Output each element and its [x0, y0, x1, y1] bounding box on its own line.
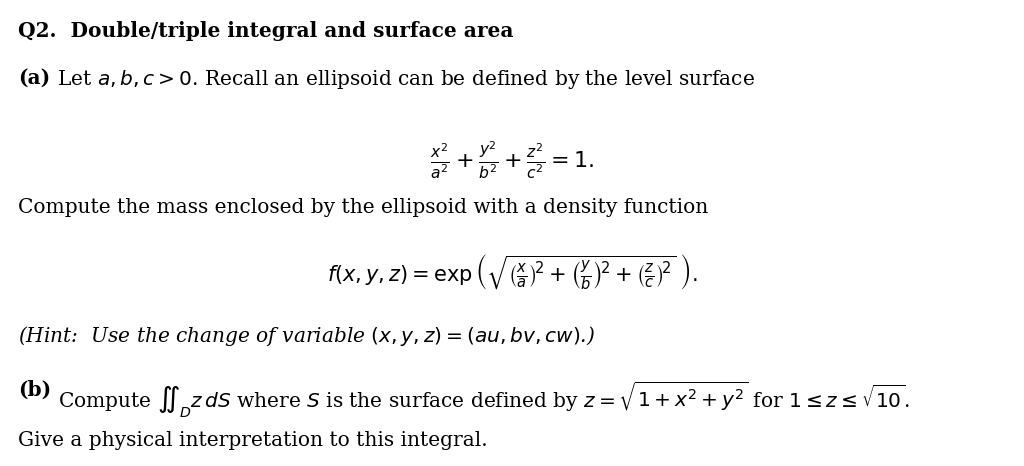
Text: Let $a, b, c > 0$. Recall an ellipsoid can be defined by the level surface: Let $a, b, c > 0$. Recall an ellipsoid c… [50, 68, 755, 90]
Text: $\frac{x^2}{a^2} + \frac{y^2}{b^2} + \frac{z^2}{c^2} = 1.$: $\frac{x^2}{a^2} + \frac{y^2}{b^2} + \fr… [430, 140, 594, 181]
Text: (b): (b) [18, 380, 51, 400]
Text: (Hint:  Use the change of variable $(x, y, z) = (au, bv, cw)$.): (Hint: Use the change of variable $(x, y… [18, 324, 596, 348]
Text: $f(x, y, z) = \exp\left( \sqrt{\left(\frac{x}{a}\right)^{\!2} + \left(\frac{y}{b: $f(x, y, z) = \exp\left( \sqrt{\left(\fr… [327, 252, 697, 292]
Text: Compute the mass enclosed by the ellipsoid with a density function: Compute the mass enclosed by the ellipso… [18, 198, 709, 217]
Text: Compute $\iint_{D} z\,dS$ where $S$ is the surface defined by $z = \sqrt{1 + x^2: Compute $\iint_{D} z\,dS$ where $S$ is t… [51, 380, 909, 420]
Text: Give a physical interpretation to this integral.: Give a physical interpretation to this i… [18, 431, 488, 450]
Text: (a): (a) [18, 68, 50, 88]
Text: Q2.  Double/triple integral and surface area: Q2. Double/triple integral and surface a… [18, 21, 514, 41]
